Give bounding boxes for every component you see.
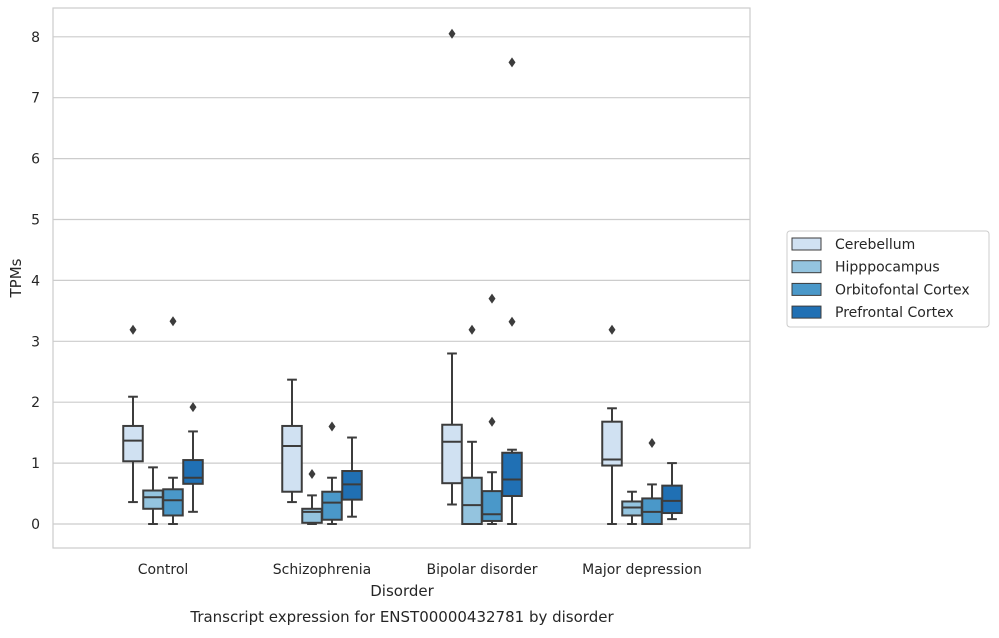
chart-caption: Transcript expression for ENST0000043278…	[189, 608, 614, 626]
outlier-point	[308, 469, 316, 480]
box-group	[321, 421, 343, 525]
legend-swatch	[791, 237, 822, 251]
x-tick-label: Control	[138, 562, 189, 578]
outlier-point	[129, 324, 137, 335]
outlier-point	[488, 293, 496, 304]
box-group	[162, 316, 184, 525]
plot-frame	[52, 7, 751, 549]
outlier-point	[169, 316, 177, 327]
grid-layer	[53, 36, 750, 525]
box-group	[122, 324, 144, 504]
box-iqr	[461, 476, 483, 526]
x-tick-label: Major depression	[582, 562, 702, 578]
y-tick-label: 6	[31, 152, 40, 168]
x-tick-label: Schizophrenia	[273, 562, 371, 578]
outlier-point	[608, 324, 616, 335]
legend-label: Hipppocampus	[835, 260, 940, 276]
box-group	[281, 378, 303, 504]
box-layer	[122, 28, 683, 526]
box-group	[601, 324, 623, 525]
box-group	[301, 469, 323, 525]
box-group	[182, 402, 204, 513]
y-tick-label: 2	[31, 395, 40, 411]
legend-swatch	[791, 282, 822, 296]
x-axis-label: Disorder	[370, 582, 434, 600]
legend-item: Cerebellum	[791, 237, 915, 253]
box-iqr	[501, 451, 523, 497]
y-tick-label: 8	[31, 30, 40, 46]
x-tick-labels: Control Schizophrenia Bipolar disorder Majo…	[138, 562, 702, 578]
box-group	[621, 490, 643, 525]
box-iqr	[162, 488, 184, 517]
outlier-point	[189, 402, 197, 413]
outlier-point	[328, 421, 336, 432]
box-iqr	[601, 420, 623, 467]
legend-swatch	[791, 260, 822, 274]
y-tick-label: 4	[31, 273, 40, 289]
outlier-point	[508, 57, 516, 68]
legend-label: Orbitofontal Cortex	[835, 282, 970, 298]
box-group	[661, 462, 683, 521]
x-tick-label: Bipolar disorder	[426, 562, 537, 578]
outlier-point	[648, 438, 656, 449]
box-group	[501, 57, 523, 525]
outlier-point	[488, 416, 496, 427]
box-group	[341, 436, 363, 518]
legend: Cerebellum Hipppocampus Orbitofontal Corte…	[786, 230, 990, 328]
y-tick-label: 0	[31, 517, 40, 533]
legend-item: Prefrontal Cortex	[791, 305, 954, 321]
y-tick-labels: 0 1 2 3 4 5 6 7 8	[31, 30, 40, 533]
legend-label: Cerebellum	[835, 237, 915, 253]
legend-item: Orbitofontal Cortex	[791, 282, 970, 298]
box-iqr	[661, 484, 683, 515]
outlier-point	[508, 316, 516, 327]
legend-label: Prefrontal Cortex	[835, 305, 954, 321]
box-iqr	[122, 424, 144, 463]
y-tick-label: 5	[31, 213, 40, 229]
box-iqr	[321, 490, 343, 521]
outlier-point	[468, 324, 476, 335]
box-group	[142, 466, 164, 525]
box-iqr	[182, 459, 204, 485]
box-group	[461, 324, 483, 526]
box-iqr	[481, 490, 503, 522]
box-iqr	[142, 489, 164, 510]
outlier-point	[448, 28, 456, 39]
y-tick-label: 7	[31, 91, 40, 107]
box-group	[641, 438, 663, 525]
legend-item: Hipppocampus	[791, 260, 940, 276]
box-group	[441, 28, 463, 506]
y-axis-label: TPMs	[7, 258, 25, 298]
box-iqr	[281, 424, 303, 493]
box-group	[481, 293, 503, 525]
y-tick-label: 1	[31, 456, 40, 472]
y-tick-label: 3	[31, 334, 40, 350]
legend-frame	[786, 230, 990, 328]
box-iqr	[441, 423, 463, 485]
legend-swatch	[791, 305, 822, 319]
